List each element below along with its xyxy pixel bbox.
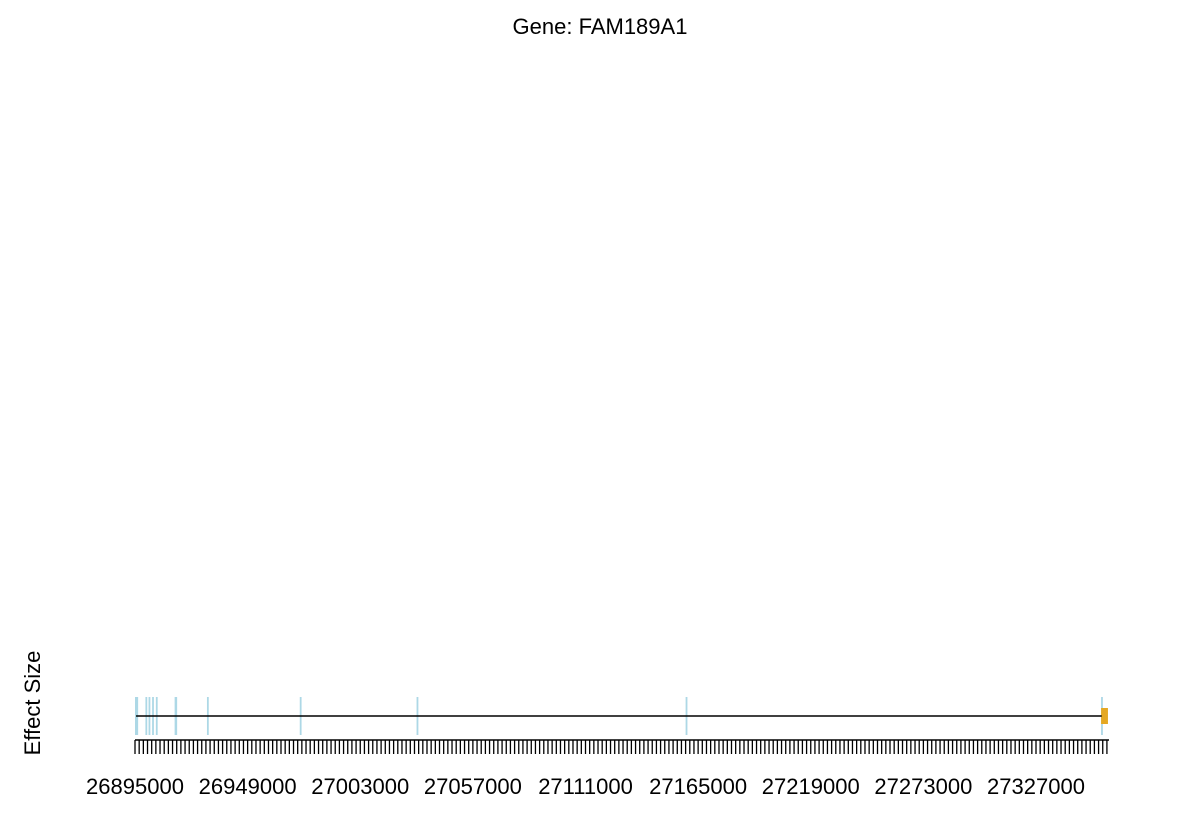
- x-tick-label: 27111000: [538, 774, 633, 799]
- x-tick-label: 26949000: [199, 774, 297, 799]
- x-tick-label: 27327000: [987, 774, 1085, 799]
- x-axis: [134, 739, 1109, 754]
- x-tick-label: 27057000: [424, 774, 522, 799]
- x-tick-label: 27273000: [874, 774, 972, 799]
- x-tick-label: 27003000: [311, 774, 409, 799]
- x-tick-labels: 26895000 26949000 27003000 27057000 27111000…: [86, 774, 1085, 799]
- chart-title: Gene: FAM189A1: [513, 14, 688, 39]
- x-tick-label: 27219000: [762, 774, 860, 799]
- x-tick-label: 27165000: [649, 774, 747, 799]
- y-axis-label: Effect Size: [20, 651, 45, 756]
- highlighted-region: [1101, 708, 1108, 724]
- x-tick-label: 26895000: [86, 774, 184, 799]
